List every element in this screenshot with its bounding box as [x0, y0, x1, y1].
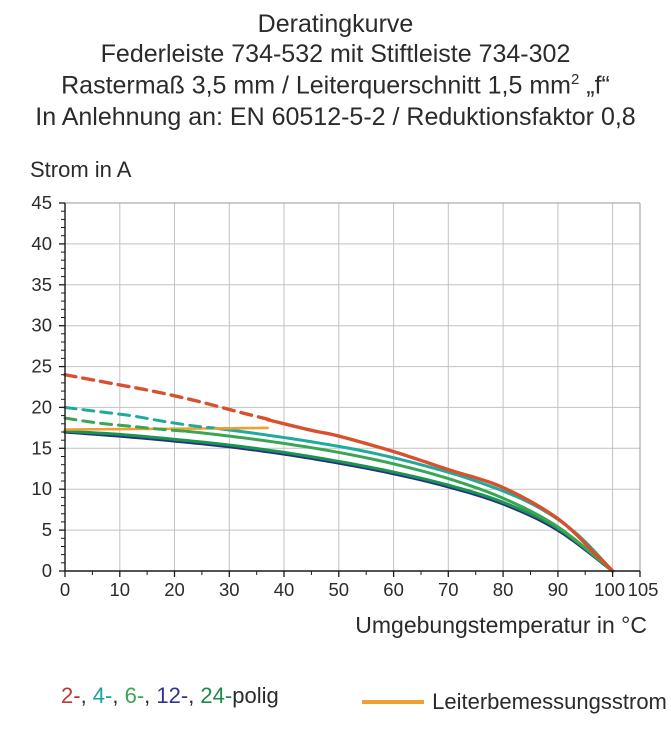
svg-text:0: 0	[60, 579, 70, 600]
svg-text:30: 30	[219, 579, 240, 600]
svg-text:40: 40	[31, 233, 52, 254]
svg-text:15: 15	[31, 437, 52, 458]
svg-text:80: 80	[493, 579, 514, 600]
svg-text:30: 30	[31, 315, 52, 336]
svg-text:105: 105	[628, 579, 659, 600]
svg-text:50: 50	[329, 579, 350, 600]
svg-text:40: 40	[274, 579, 295, 600]
svg-text:35: 35	[31, 274, 52, 295]
svg-text:20: 20	[164, 579, 185, 600]
svg-text:5: 5	[42, 519, 52, 540]
svg-text:25: 25	[31, 356, 52, 377]
svg-text:10: 10	[110, 579, 131, 600]
svg-text:45: 45	[31, 192, 52, 213]
svg-text:70: 70	[438, 579, 459, 600]
svg-text:0: 0	[42, 560, 52, 581]
svg-text:100: 100	[594, 579, 625, 600]
svg-text:60: 60	[383, 579, 404, 600]
svg-text:20: 20	[31, 396, 52, 417]
svg-text:10: 10	[31, 478, 52, 499]
svg-text:90: 90	[548, 579, 569, 600]
